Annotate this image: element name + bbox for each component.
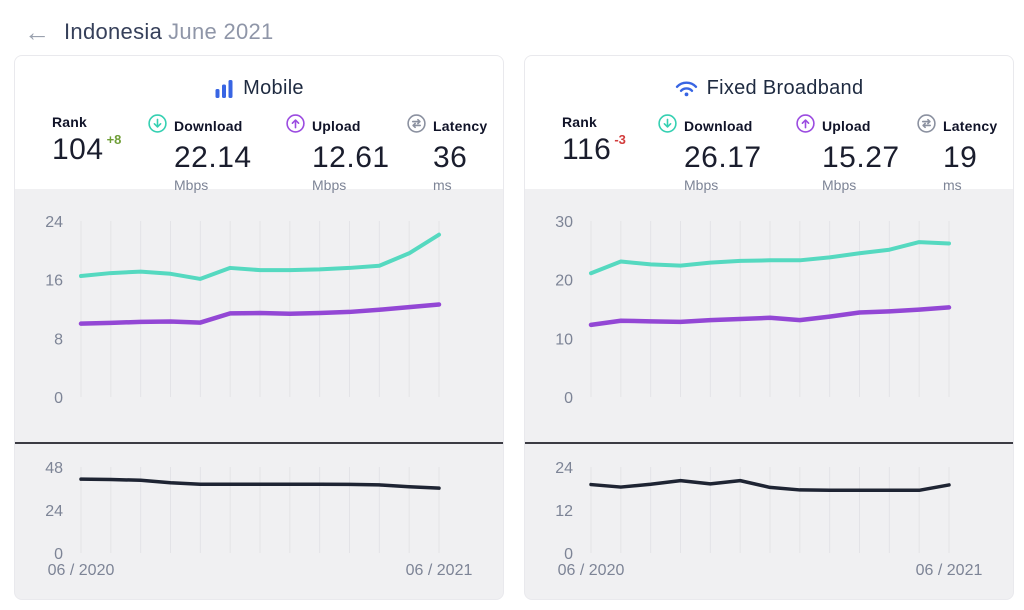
chart-divider [15,442,503,444]
report-period: June 2021 [168,18,274,44]
fixed-charts: 30 20 10 0 24 12 0 06 / 2020 06 / 2021 [525,189,1013,583]
upload-unit: Mbps [822,176,857,193]
latency-label: Latency [433,118,488,134]
latency-circle-icon [917,114,936,138]
fixed-speed-chart: 30 20 10 0 [525,196,1013,442]
fixed-latency-chart: 24 12 0 [525,444,1013,559]
fixed-panel-head: Fixed Broadband Rank 116 -3 [525,56,1013,193]
mobile-panel-head: Mobile Rank 104 +8 [15,56,503,193]
latency-label: Latency [943,118,998,134]
latency-unit: ms [433,176,452,193]
download-circle-icon [658,114,677,138]
wifi-icon [675,80,698,97]
upload-circle-icon [286,114,305,138]
rank-label: Rank [562,114,598,130]
svg-text:20: 20 [555,273,573,290]
fixed-panel-title: Fixed Broadband [525,77,1013,100]
download-label: Download [684,118,753,134]
svg-text:24: 24 [555,460,573,477]
svg-text:10: 10 [555,331,573,348]
mobile-stats-row: Rank 104 +8 Download [15,114,503,193]
back-arrow-icon[interactable]: ← [24,16,50,47]
svg-text:12: 12 [555,503,573,520]
latency-unit: ms [943,176,962,193]
mobile-panel-title: Mobile [15,77,503,100]
fixed-x-axis: 06 / 2020 06 / 2021 [525,559,1013,583]
svg-text:8: 8 [54,331,63,348]
panel-title-text: Mobile [243,77,304,99]
page-title: Indonesia June 2021 [64,19,274,45]
fixed-stats-row: Rank 116 -3 Download [525,114,1013,193]
download-stat: Download 22.14 Mbps [148,114,286,193]
mobile-charts: 24 16 8 0 48 24 0 06 / 2020 06 / 2021 [15,189,503,583]
mobile-speed-chart: 24 16 8 0 [15,196,503,442]
latency-stat: Latency 19 ms [917,114,1013,193]
svg-text:0: 0 [564,390,573,407]
download-unit: Mbps [684,176,719,193]
upload-label: Upload [822,118,871,134]
mobile-latency-chart: 48 24 0 [15,444,503,559]
chart-divider [525,442,1013,444]
fixed-broadband-panel: Fixed Broadband Rank 116 -3 [524,55,1014,600]
upload-unit: Mbps [312,176,347,193]
svg-text:16: 16 [45,273,63,290]
rank-stat: Rank 116 -3 [562,114,658,193]
panel-title-text: Fixed Broadband [706,77,864,99]
svg-text:30: 30 [555,214,573,231]
upload-value: 15.27 [822,141,900,174]
mobile-x-axis: 06 / 2020 06 / 2021 [15,559,503,583]
latency-stat: Latency 36 ms [407,114,503,193]
rank-label: Rank [52,114,88,130]
rank-delta-badge: -3 [614,132,626,147]
mobile-panel: Mobile Rank 104 +8 [14,55,504,600]
svg-text:0: 0 [54,546,63,559]
x-start-label: 06 / 2020 [557,562,625,579]
svg-text:24: 24 [45,503,63,520]
rank-value: 116 [562,133,612,166]
download-unit: Mbps [174,176,209,193]
upload-label: Upload [312,118,361,134]
latency-circle-icon [407,114,426,138]
upload-circle-icon [796,114,815,138]
latency-value: 19 [943,141,978,174]
x-end-label: 06 / 2021 [915,562,983,579]
svg-text:0: 0 [564,546,573,559]
svg-text:48: 48 [45,460,63,477]
x-end-label: 06 / 2021 [405,562,473,579]
download-value: 22.14 [174,141,252,174]
upload-stat: Upload 15.27 Mbps [796,114,917,193]
panels-container: Mobile Rank 104 +8 [0,48,1024,600]
latency-value: 36 [433,141,468,174]
download-value: 26.17 [684,141,762,174]
page-header: ← Indonesia June 2021 [0,0,1024,48]
rank-value: 104 [52,133,104,166]
svg-text:0: 0 [54,390,63,407]
upload-value: 12.61 [312,141,390,174]
x-start-label: 06 / 2020 [47,562,115,579]
country-name: Indonesia [64,18,163,44]
rank-stat: Rank 104 +8 [52,114,148,193]
download-circle-icon [148,114,167,138]
download-stat: Download 26.17 Mbps [658,114,796,193]
mobile-bars-icon [214,79,234,99]
rank-delta-badge: +8 [106,132,122,147]
upload-stat: Upload 12.61 Mbps [286,114,407,193]
download-label: Download [174,118,243,134]
svg-text:24: 24 [45,214,63,231]
